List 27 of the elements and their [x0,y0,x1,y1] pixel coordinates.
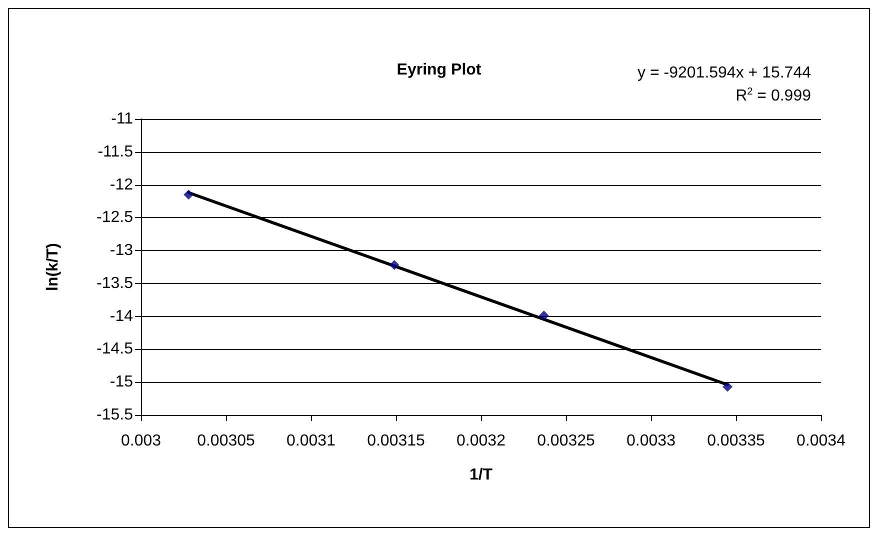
y-tick-label: -14.5 [96,340,134,358]
x-tick-label: 0.00315 [367,432,426,450]
point [184,190,194,200]
y-tick-label: -12 [110,176,134,194]
x-axis-title: 1/T [469,466,493,484]
y-tick-label: -13.5 [96,274,134,292]
y-tick-label: -13 [110,242,134,260]
x-tick-label: 0.0031 [286,432,336,450]
x-tick-label: 0.0034 [796,432,846,450]
y-tick-label: -15.5 [96,406,134,424]
point [389,260,400,270]
x-tick-label: 0.003 [120,432,162,450]
x-tick-label: 0.00325 [537,432,596,450]
x-tick-label: 0.00305 [197,432,256,450]
y-axis-title: ln(k/T) [44,243,62,291]
text: y = -9201.594x + 15.744 [638,64,812,82]
y-tick-label: -15 [110,374,134,391]
x-tick-label: 0.0033 [626,432,676,450]
x-tick-label: 0.00335 [707,432,766,450]
y-tick-label: -12.5 [96,209,134,226]
y-tick-label: -11 [111,110,134,128]
chart-title: Eyring Plot [396,62,482,78]
x-tick-label: 0.0032 [456,432,506,450]
y-tick-label: -14 [110,308,134,325]
y-tick-label: -11.5 [98,143,134,160]
point [538,310,549,321]
point [722,382,732,392]
